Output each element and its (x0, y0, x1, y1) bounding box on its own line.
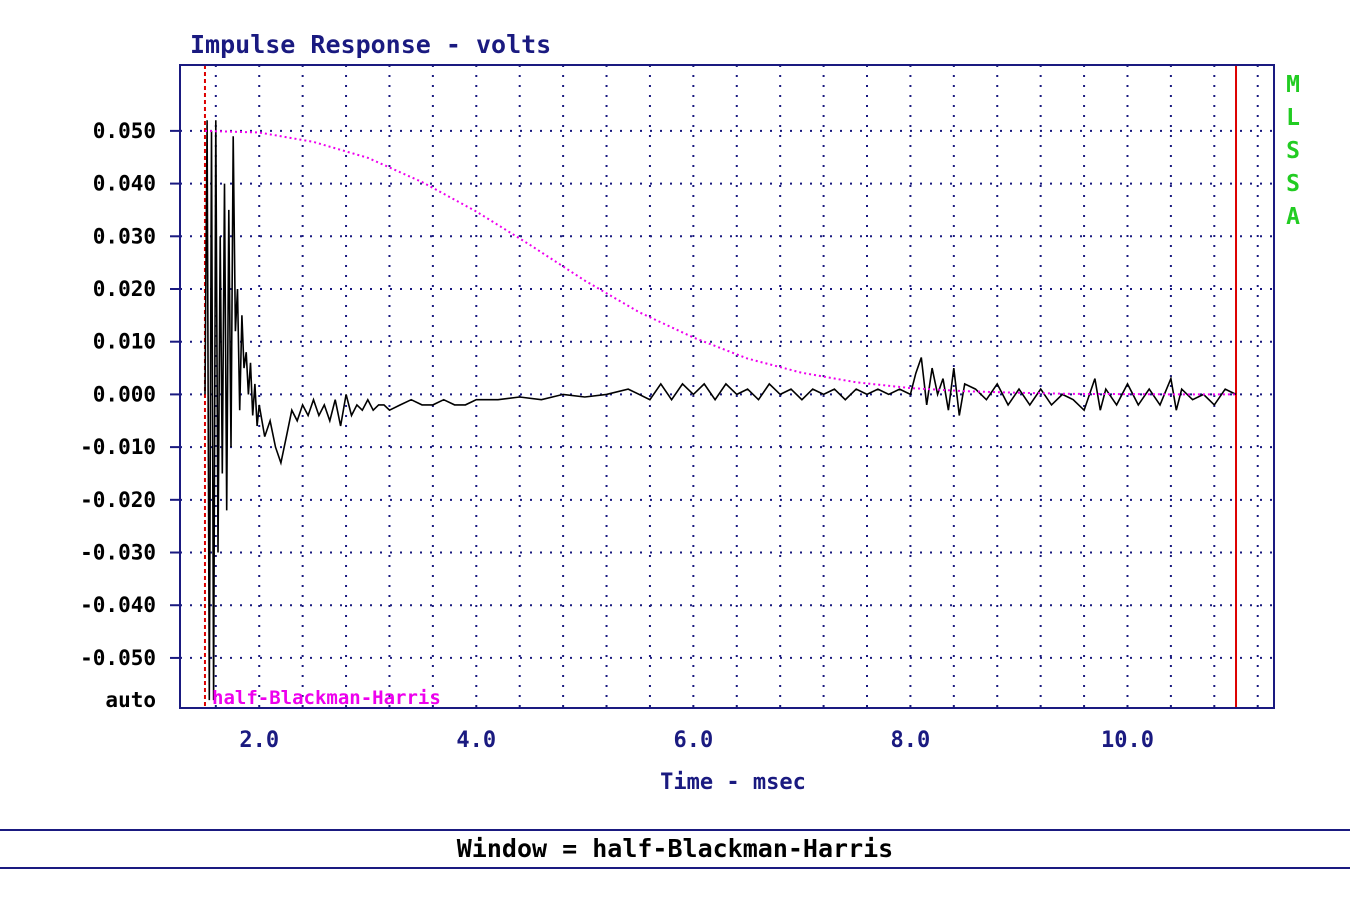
y-tick-label: 0.020 (93, 277, 156, 301)
impulse-response-chart: Impulse Response - volts 0.050 0.040 0.030… (80, 30, 1300, 795)
y-tick-label: 0.040 (93, 172, 156, 196)
y-tick-label: -0.040 (80, 593, 156, 617)
window-status-text: Window = half-Blackman-Harris (456, 834, 894, 863)
x-tick-label: 2.0 (239, 728, 279, 753)
badge-letter: S (1286, 138, 1300, 164)
y-scale-mode-label: auto (105, 688, 156, 712)
y-tick-label: 0.050 (93, 119, 156, 143)
x-tick-label: 8.0 (891, 728, 931, 753)
badge-letter: L (1286, 105, 1300, 131)
x-tick-label: 10.0 (1101, 728, 1154, 753)
window-type-label: half-Blackman-Harris (212, 687, 441, 709)
badge-letter: A (1286, 204, 1300, 230)
y-tick-label: 0.030 (93, 224, 156, 248)
impulse-response-trace (204, 120, 1237, 701)
x-tick-labels: 2.0 4.0 6.0 8.0 10.0 (239, 728, 1154, 753)
x-tick-label: 4.0 (456, 728, 496, 753)
chart-title: Impulse Response - volts (190, 30, 551, 59)
window-status-bar: Window = half-Blackman-Harris (0, 829, 1350, 869)
plot-marks (203, 65, 1238, 708)
y-tick-label: -0.020 (80, 488, 156, 512)
y-tick-label: -0.010 (80, 435, 156, 459)
y-tick-label: -0.030 (80, 541, 156, 565)
y-tick-label: 0.000 (93, 382, 156, 406)
x-axis-label: Time - msec (660, 770, 806, 795)
y-tick-label: 0.010 (93, 330, 156, 354)
badge-letter: S (1286, 171, 1300, 197)
grid-lines (170, 65, 1274, 708)
badge-letter: M (1286, 72, 1300, 98)
y-tick-label: -0.050 (80, 646, 156, 670)
y-tick-labels: 0.050 0.040 0.030 0.020 0.010 0.000 -0.010 -0.0… (80, 119, 156, 670)
window-function-curve (204, 129, 1236, 396)
x-tick-label: 6.0 (673, 728, 713, 753)
plot-frame (179, 64, 1275, 709)
